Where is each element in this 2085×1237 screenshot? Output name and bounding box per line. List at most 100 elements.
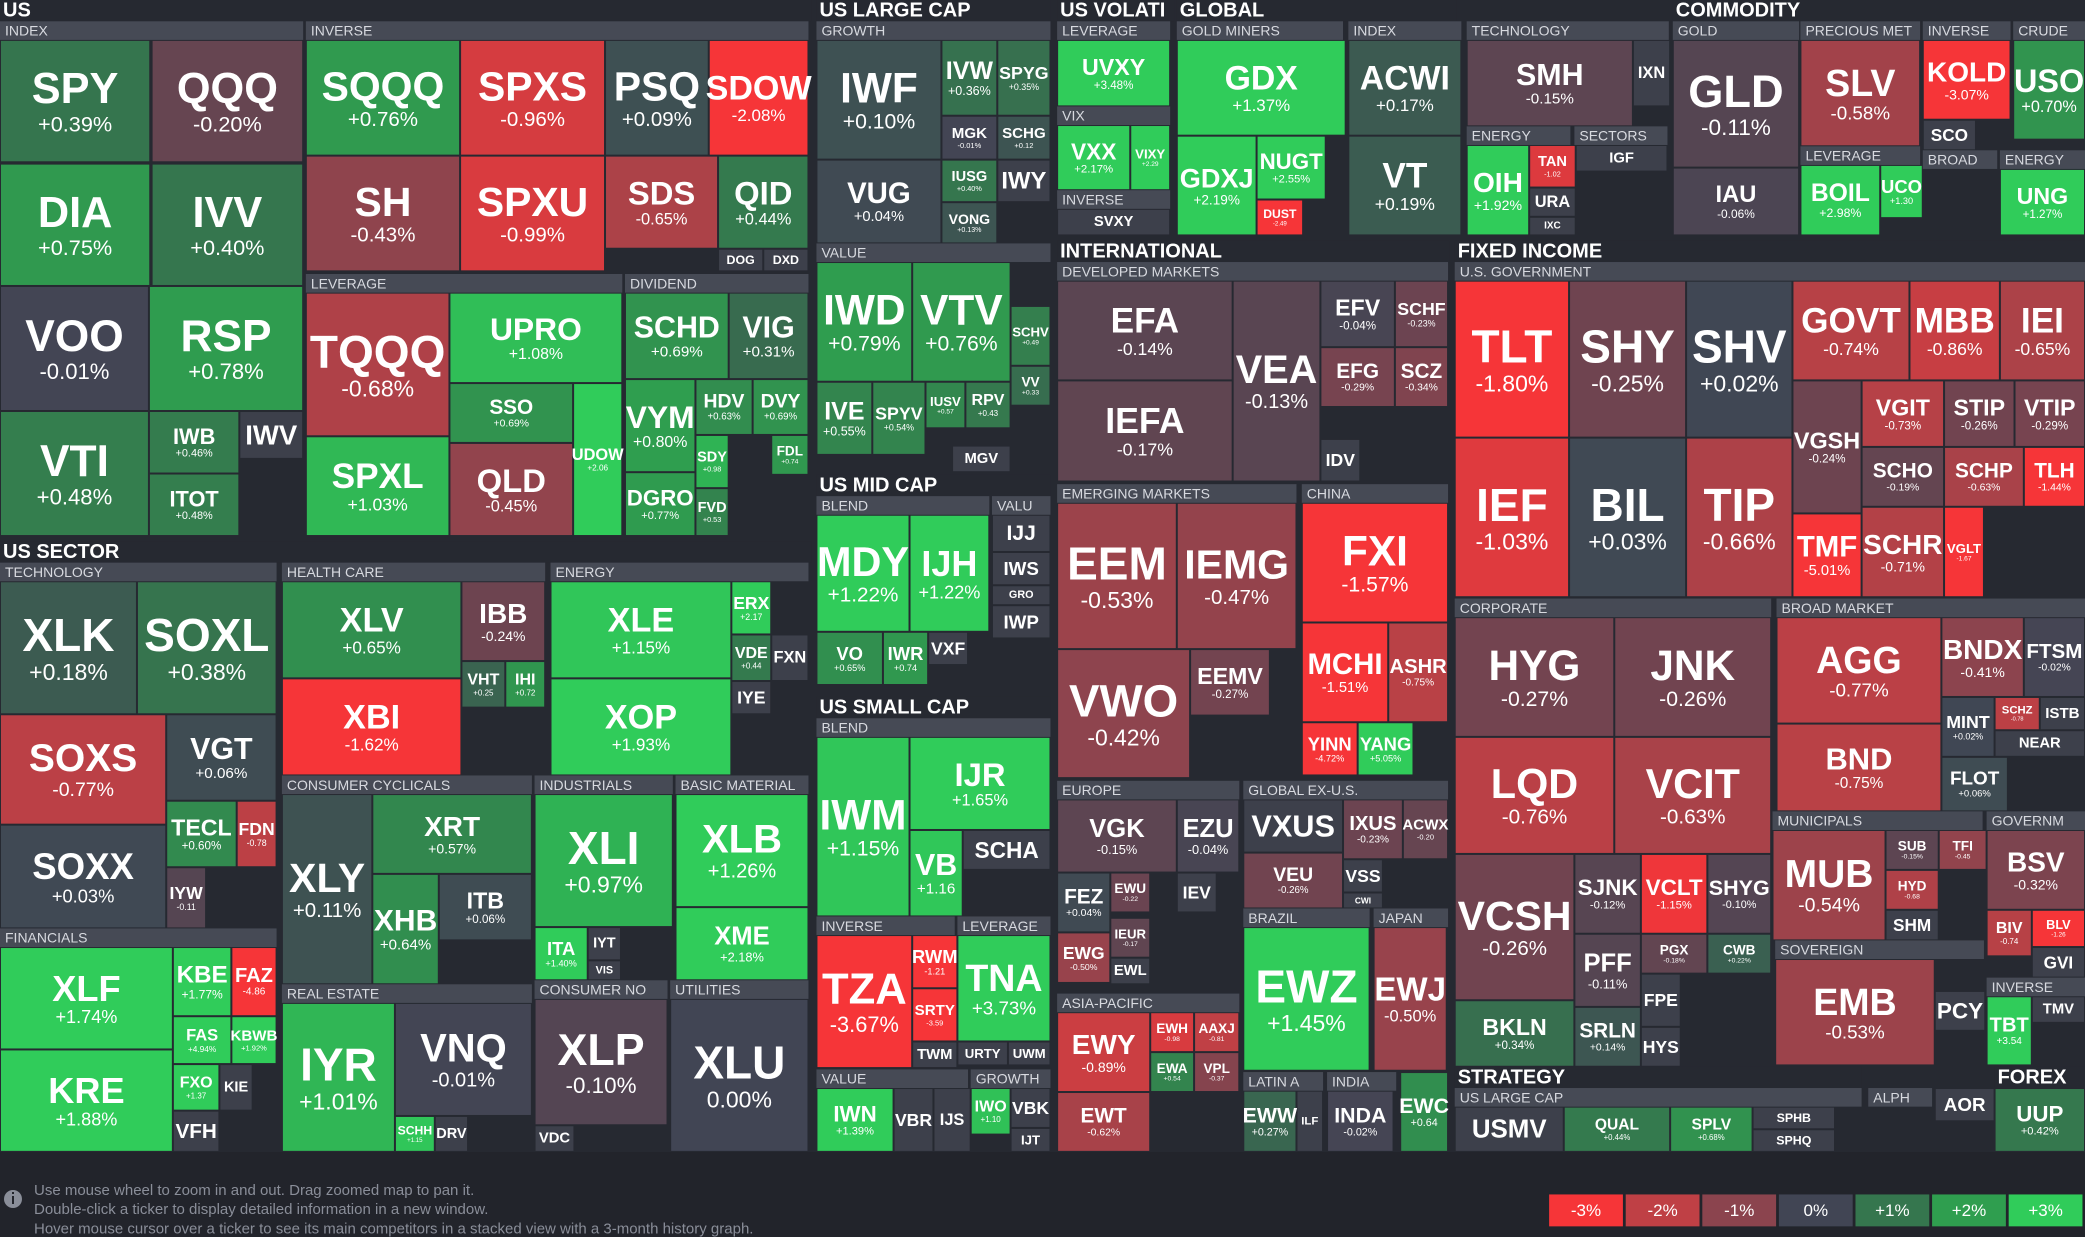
tile[interactable] [709, 40, 808, 155]
tile[interactable] [1455, 737, 1614, 853]
tile[interactable] [671, 999, 808, 1151]
tile[interactable] [2040, 697, 2084, 730]
tile[interactable] [588, 928, 620, 960]
tile[interactable] [1058, 933, 1110, 982]
tile[interactable] [551, 582, 731, 678]
tile[interactable] [1942, 697, 1994, 756]
tile[interactable] [306, 437, 449, 536]
tile[interactable] [992, 515, 1050, 551]
tile[interactable] [1575, 854, 1640, 933]
tile[interactable] [1455, 1001, 1574, 1066]
tile[interactable] [395, 1003, 531, 1115]
tile[interactable] [1233, 281, 1320, 481]
tile[interactable] [1575, 934, 1640, 1006]
tile[interactable] [1395, 348, 1448, 407]
tile[interactable] [1530, 188, 1575, 216]
tile[interactable] [1575, 1007, 1640, 1066]
tile[interactable] [1530, 217, 1575, 235]
tile[interactable] [1773, 830, 1885, 940]
tile[interactable] [1995, 1089, 2084, 1151]
tile[interactable] [929, 632, 968, 665]
tile[interactable] [1939, 830, 1986, 869]
tile[interactable] [998, 40, 1050, 115]
tile[interactable] [232, 1017, 276, 1064]
tile[interactable] [1776, 960, 1934, 1065]
tile[interactable] [1177, 136, 1256, 235]
tile[interactable] [1, 1050, 172, 1151]
tile[interactable] [998, 116, 1050, 159]
tile[interactable] [1641, 1027, 1680, 1066]
tile[interactable] [606, 40, 708, 155]
tile[interactable] [373, 795, 531, 873]
tile[interactable] [1467, 145, 1529, 235]
tile[interactable] [167, 801, 236, 867]
tile[interactable] [913, 936, 957, 988]
tile[interactable] [1257, 136, 1325, 199]
tile[interactable] [220, 1065, 252, 1110]
tile[interactable] [1403, 800, 1448, 859]
tile[interactable] [2015, 381, 2084, 446]
tile[interactable] [282, 582, 461, 678]
tile[interactable] [1633, 40, 1670, 106]
tile[interactable] [1942, 757, 2007, 811]
tile[interactable] [439, 874, 531, 940]
tile[interactable] [1641, 974, 1680, 1026]
tile[interactable] [817, 737, 909, 916]
tile[interactable] [1358, 723, 1413, 775]
tile[interactable] [506, 662, 545, 707]
tile[interactable] [306, 293, 449, 436]
tile[interactable] [395, 1116, 434, 1151]
tile[interactable] [817, 936, 912, 1068]
tile[interactable] [1777, 724, 1941, 811]
tile[interactable] [1615, 737, 1771, 853]
tile[interactable] [625, 380, 695, 472]
tile[interactable] [992, 606, 1050, 638]
tile[interactable] [817, 263, 912, 381]
tile[interactable] [1058, 1093, 1150, 1151]
tile[interactable] [963, 830, 1050, 869]
tile[interactable] [1008, 1042, 1050, 1065]
tile[interactable] [1564, 1107, 1670, 1151]
tile[interactable] [606, 156, 718, 248]
tile[interactable] [1945, 381, 2014, 446]
tile[interactable] [306, 156, 460, 271]
tile[interactable] [1131, 126, 1170, 190]
tile[interactable] [1, 40, 150, 162]
tile[interactable] [1058, 126, 1130, 190]
tile[interactable] [942, 40, 997, 115]
tile[interactable] [535, 999, 667, 1125]
tile[interactable] [1673, 40, 1799, 167]
tile[interactable] [772, 435, 808, 474]
tile[interactable] [913, 989, 957, 1041]
tile[interactable] [1058, 281, 1232, 380]
tile[interactable] [1344, 893, 1382, 908]
tile[interactable] [942, 116, 997, 159]
tile[interactable] [1687, 438, 1792, 597]
tile[interactable] [1708, 854, 1771, 933]
tile[interactable] [1401, 1073, 1448, 1151]
tile[interactable] [1374, 928, 1446, 1070]
tile[interactable] [772, 635, 808, 681]
tile[interactable] [1177, 873, 1216, 912]
tile[interactable] [149, 474, 239, 536]
tile[interactable] [2032, 997, 2084, 1022]
tile[interactable] [1344, 800, 1402, 859]
tile[interactable] [1995, 697, 2039, 730]
tile[interactable] [817, 40, 941, 159]
tile[interactable] [1945, 447, 2023, 506]
tile[interactable] [173, 1017, 231, 1064]
tile[interactable] [1302, 503, 1448, 622]
tile[interactable] [1793, 281, 1909, 380]
tile[interactable] [149, 412, 239, 473]
tile[interactable] [1455, 438, 1569, 597]
tile[interactable] [450, 443, 573, 536]
tile[interactable] [1321, 439, 1360, 481]
tile[interactable] [1344, 860, 1382, 892]
tile[interactable] [152, 164, 303, 285]
tile[interactable] [1195, 1053, 1239, 1092]
tile[interactable] [1777, 618, 1941, 723]
tile[interactable] [1302, 623, 1388, 722]
tile[interactable] [1987, 830, 2084, 909]
tile[interactable] [998, 160, 1050, 202]
tile[interactable] [282, 1003, 394, 1151]
